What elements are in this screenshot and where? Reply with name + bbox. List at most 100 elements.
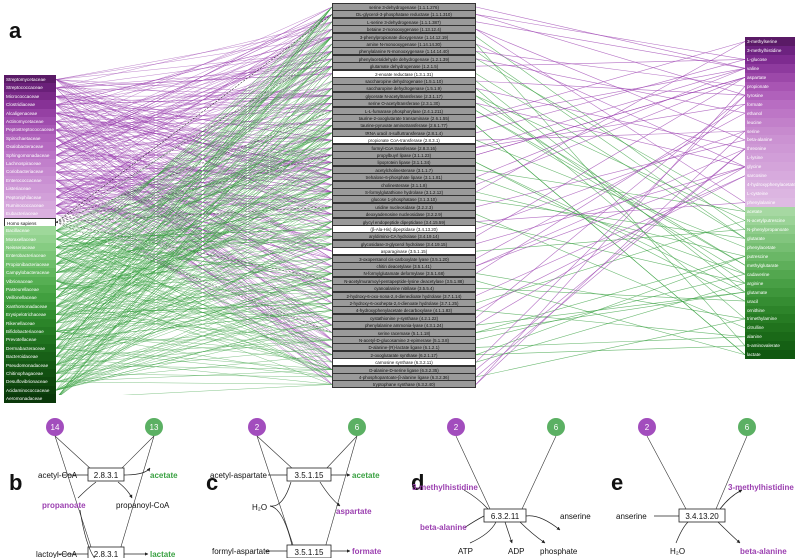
node-c-right-label: 6 bbox=[355, 423, 360, 432]
family-enzyme-edge bbox=[55, 125, 333, 299]
enzyme-metabolite-edge bbox=[475, 199, 746, 239]
enzyme-metabolite-edge bbox=[475, 220, 746, 304]
family-enzyme-edge bbox=[55, 6, 333, 349]
enzyme-metabolite-edge bbox=[475, 102, 746, 266]
node-e-right bbox=[738, 418, 756, 436]
family-enzyme-edge bbox=[55, 29, 333, 324]
enzyme-b-top-label: 2.8.3.1 bbox=[94, 471, 119, 480]
family-enzyme-edge bbox=[55, 121, 333, 126]
family-enzyme-edge bbox=[55, 184, 333, 189]
enzyme-metabolite-edge bbox=[475, 51, 746, 239]
node-d-right bbox=[547, 418, 565, 436]
enzyme-metabolite-edge bbox=[475, 88, 746, 150]
family-enzyme-edge bbox=[55, 96, 333, 385]
label-d-beta-alanine: beta-alanine bbox=[420, 523, 467, 532]
metabolite-label: leucine bbox=[745, 117, 795, 127]
family-enzyme-edge bbox=[55, 80, 333, 198]
family-enzyme-edge bbox=[55, 14, 333, 223]
node-d-right-label: 6 bbox=[554, 423, 559, 432]
panel-a-letter: a bbox=[9, 18, 22, 43]
family-enzyme-edge bbox=[55, 221, 333, 366]
family-enzyme-edge bbox=[55, 238, 333, 274]
family-label: Aeromonadaceae bbox=[4, 394, 56, 404]
family-enzyme-edge bbox=[55, 163, 333, 289]
family-enzyme-edge bbox=[55, 147, 333, 189]
family-enzyme-edge bbox=[55, 196, 333, 200]
family-enzyme-edge bbox=[55, 51, 333, 374]
family-enzyme-edge bbox=[55, 273, 333, 366]
family-enzyme-edge bbox=[55, 163, 333, 178]
enzyme-label: tryptophane synthase (6.3.2.40) bbox=[332, 380, 476, 389]
family-enzyme-edge bbox=[55, 238, 333, 356]
family-enzyme-edge bbox=[55, 295, 333, 324]
enzyme-metabolite-edge bbox=[475, 130, 746, 385]
family-enzyme-edge bbox=[55, 295, 333, 332]
label-c-h2o: H₂O bbox=[252, 503, 267, 512]
family-enzyme-edge bbox=[55, 96, 333, 111]
family-enzyme-edge bbox=[55, 43, 333, 273]
family-enzyme-edge bbox=[55, 287, 333, 307]
family-enzyme-edge bbox=[55, 96, 333, 163]
enzyme-metabolite-edge bbox=[475, 68, 746, 119]
metabolite-label: lactate bbox=[745, 350, 795, 360]
family-enzyme-edge bbox=[55, 36, 333, 366]
family-label: Streptococcaceae bbox=[4, 83, 56, 93]
family-enzyme-edge bbox=[55, 199, 333, 215]
family-enzyme-edge bbox=[55, 6, 333, 156]
family-enzyme-edge bbox=[55, 354, 333, 383]
family-enzyme-edge bbox=[55, 147, 333, 290]
family-enzyme-edge bbox=[55, 95, 333, 349]
metabolite-label: arginine bbox=[745, 278, 795, 288]
family-label: Prevotellaceae bbox=[4, 335, 56, 345]
family-enzyme-edge bbox=[55, 88, 333, 131]
family-label: Clostridiaceae bbox=[4, 100, 56, 110]
family-enzyme-edge bbox=[55, 117, 333, 374]
family-label: Vibrionaceae bbox=[4, 276, 56, 286]
enzyme-metabolite-edge bbox=[475, 130, 746, 230]
family-enzyme-edge bbox=[55, 205, 333, 348]
family-enzyme-edge bbox=[55, 191, 333, 366]
metabolite-label: alanine bbox=[745, 332, 795, 342]
family-label: Xanthomonadaceae bbox=[4, 301, 56, 311]
family-enzyme-edge bbox=[55, 14, 333, 147]
metabolite-label: acetate bbox=[745, 207, 795, 217]
family-enzyme-edge bbox=[55, 273, 333, 391]
family-enzyme-edge bbox=[55, 381, 333, 385]
family-enzyme-edge bbox=[55, 180, 333, 355]
family-enzyme-edge bbox=[55, 339, 333, 366]
family-enzyme-edge bbox=[55, 117, 333, 156]
family-enzyme-edge bbox=[55, 369, 333, 383]
family-enzyme-edge bbox=[55, 36, 333, 80]
family-enzyme-edge bbox=[55, 36, 333, 206]
family-enzyme-edge bbox=[55, 51, 333, 248]
family-enzyme-edge bbox=[55, 6, 333, 357]
family-enzyme-edge bbox=[55, 58, 333, 299]
panel-c-letter: c bbox=[206, 470, 219, 495]
family-enzyme-edge bbox=[59, 103, 333, 395]
family-enzyme-edge bbox=[55, 280, 333, 349]
family-enzyme-edge bbox=[55, 169, 333, 315]
family-label: Desulfovibrionaceae bbox=[4, 377, 56, 387]
family-enzyme-edge bbox=[55, 36, 333, 131]
family-label: Spirochaetaceae bbox=[4, 133, 56, 143]
enzyme-metabolite-edge bbox=[475, 36, 746, 230]
family-enzyme-edge bbox=[55, 51, 333, 366]
family-enzyme-edge bbox=[55, 88, 333, 357]
metabolite-label: phenylalanine bbox=[745, 198, 795, 208]
label-c-formate: formate bbox=[352, 547, 382, 556]
family-label: Bifidobacteriaceae bbox=[4, 327, 56, 336]
family-enzyme-edge bbox=[55, 132, 333, 391]
enzyme-box-c-top bbox=[286, 467, 332, 482]
enzyme-metabolite-edge bbox=[475, 77, 746, 237]
family-label: Moraxellaceae bbox=[4, 234, 56, 244]
family-enzyme-edge bbox=[55, 36, 333, 282]
family-enzyme-edge bbox=[55, 14, 333, 357]
family-label: Chitinophagaceae bbox=[4, 369, 56, 378]
family-enzyme-edge bbox=[55, 88, 333, 315]
label-c-formyl-aspartate: formyl-aspartate bbox=[212, 547, 270, 556]
family-enzyme-edge bbox=[55, 95, 333, 231]
family-enzyme-edge bbox=[55, 14, 333, 324]
family-label: Neisseriaceae bbox=[4, 243, 56, 252]
metabolite-label: L-glucose bbox=[745, 54, 795, 64]
family-enzyme-edge bbox=[59, 140, 333, 395]
